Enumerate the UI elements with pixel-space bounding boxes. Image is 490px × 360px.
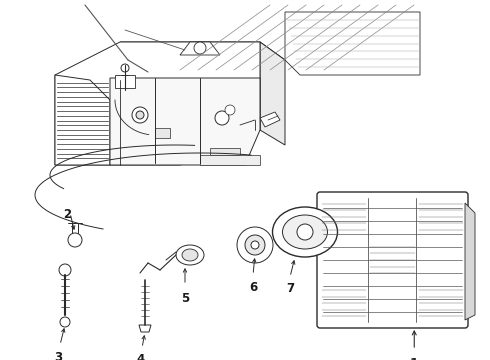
- Polygon shape: [139, 325, 151, 332]
- Circle shape: [121, 64, 129, 72]
- Circle shape: [251, 241, 259, 249]
- Text: 3: 3: [54, 351, 62, 360]
- Polygon shape: [120, 42, 285, 75]
- Polygon shape: [210, 148, 240, 155]
- Circle shape: [132, 107, 148, 123]
- Polygon shape: [285, 12, 420, 75]
- Polygon shape: [465, 203, 475, 320]
- Polygon shape: [55, 42, 260, 165]
- Text: 4: 4: [137, 353, 145, 360]
- Text: 1: 1: [410, 357, 418, 360]
- Text: 5: 5: [181, 292, 189, 305]
- Ellipse shape: [283, 215, 327, 249]
- Circle shape: [136, 111, 144, 119]
- Ellipse shape: [176, 245, 204, 265]
- Circle shape: [237, 227, 273, 263]
- Text: 6: 6: [249, 281, 257, 294]
- Ellipse shape: [272, 207, 338, 257]
- Polygon shape: [260, 112, 280, 127]
- FancyBboxPatch shape: [317, 192, 468, 328]
- Polygon shape: [115, 75, 135, 88]
- Polygon shape: [260, 42, 285, 145]
- Polygon shape: [55, 75, 110, 165]
- Text: 7: 7: [286, 282, 294, 295]
- Circle shape: [68, 233, 82, 247]
- Circle shape: [215, 111, 229, 125]
- Circle shape: [297, 224, 313, 240]
- Text: 2: 2: [63, 208, 71, 221]
- Polygon shape: [180, 42, 220, 55]
- Circle shape: [245, 235, 265, 255]
- Polygon shape: [110, 78, 260, 165]
- Circle shape: [60, 317, 70, 327]
- Circle shape: [194, 42, 206, 54]
- Polygon shape: [155, 128, 170, 138]
- Circle shape: [59, 264, 71, 276]
- Ellipse shape: [182, 249, 198, 261]
- Polygon shape: [200, 155, 260, 165]
- Circle shape: [225, 105, 235, 115]
